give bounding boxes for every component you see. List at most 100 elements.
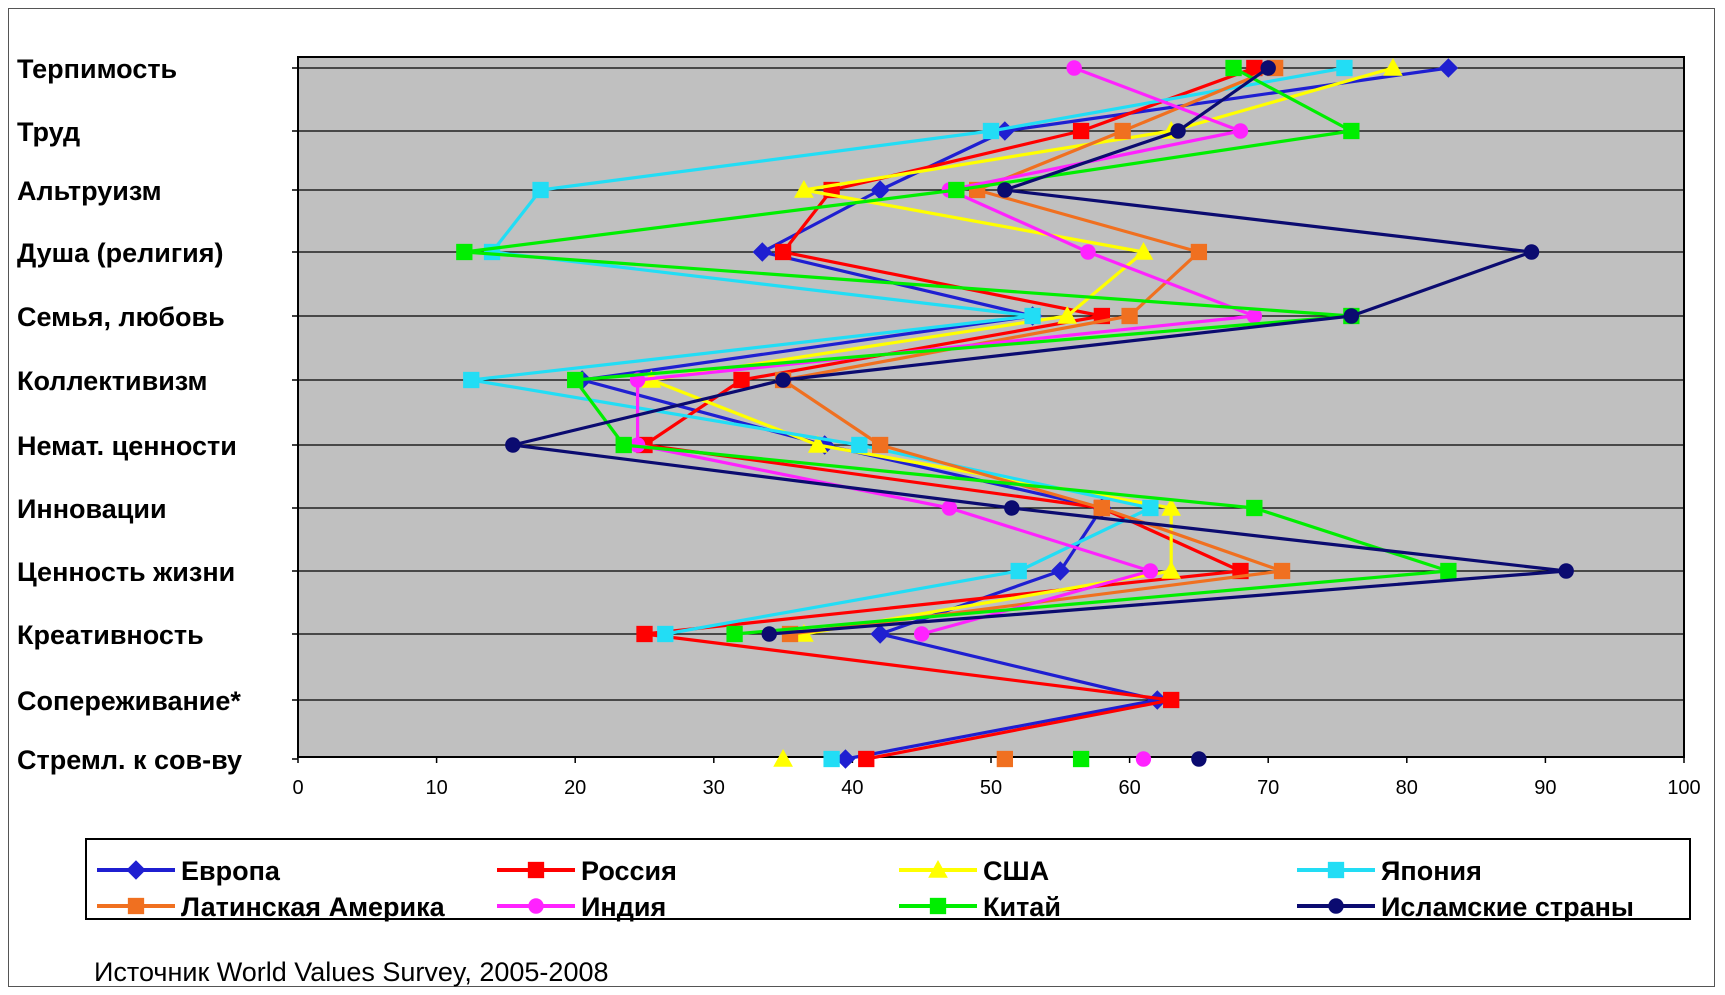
data-point [1440, 562, 1457, 580]
data-point [948, 181, 965, 199]
x-tick-label: 50 [980, 777, 1002, 799]
data-point [456, 243, 473, 261]
data-point [997, 182, 1013, 198]
data-point [823, 750, 840, 768]
data-point [941, 500, 958, 516]
series-line [462, 66, 1450, 636]
data-point [1438, 58, 1459, 78]
legend-label: Россия [581, 856, 677, 886]
x-tick-label: 10 [425, 777, 447, 799]
x-tick-label: 100 [1667, 777, 1700, 799]
category-label: Душа (религия) [17, 238, 223, 268]
data-point [870, 624, 890, 644]
legend-marker [929, 897, 947, 915]
legend-marker [127, 897, 145, 915]
category-label: Ценность жизни [17, 557, 235, 587]
series [463, 59, 1353, 768]
data-point [761, 626, 777, 642]
series-line [865, 698, 1172, 761]
data-point [1225, 59, 1242, 77]
data-point [1163, 691, 1180, 709]
data-point [1004, 500, 1020, 516]
legend-item: Латинская Америка [97, 892, 446, 922]
data-point [996, 750, 1014, 768]
data-point [463, 371, 480, 389]
legend-item: США [899, 856, 1049, 886]
data-point [532, 181, 549, 199]
data-point [1558, 563, 1574, 579]
data-point [1121, 307, 1138, 325]
category-label: Креативность [17, 620, 204, 650]
x-axis-ticks: 0 10 20 30 40 50 60 70 80 90 100 [292, 757, 1701, 799]
category-label: Труд [17, 117, 80, 147]
series-line [469, 66, 1345, 636]
x-tick-label: 40 [841, 777, 863, 799]
category-label: Альтруизм [17, 176, 162, 206]
data-point [851, 436, 868, 454]
data-point [636, 625, 653, 643]
data-point [752, 242, 773, 262]
data-point [1072, 122, 1090, 140]
legend-marker [527, 861, 545, 879]
x-tick-label: 30 [703, 777, 725, 799]
plot-area [297, 56, 1685, 758]
data-point [1135, 751, 1152, 767]
legend-label: Индия [581, 892, 666, 922]
legend-label: Япония [1381, 856, 1482, 886]
x-tick-label: 70 [1257, 777, 1279, 799]
data-point [1114, 122, 1131, 140]
data-point [1343, 122, 1360, 140]
data-point [1161, 497, 1182, 516]
category-label: Инновации [17, 494, 167, 524]
legend-marker [528, 898, 544, 914]
series [505, 60, 1574, 767]
data-point [1336, 59, 1353, 77]
category-label: Терпимость [17, 54, 177, 84]
data-point [1072, 750, 1090, 768]
legend-item: Китай [899, 892, 1061, 922]
data-point [858, 750, 875, 768]
data-point [1010, 562, 1027, 580]
data-point [794, 179, 814, 198]
x-tick-label: 0 [292, 777, 303, 799]
data-point [1343, 308, 1360, 324]
data-point [1093, 499, 1111, 517]
data-point [1024, 307, 1041, 325]
data-point [1133, 241, 1154, 260]
legend-item: Индия [497, 892, 666, 922]
x-tick-label: 80 [1396, 777, 1418, 799]
series-line [511, 66, 1568, 636]
data-point [1191, 751, 1207, 767]
legend-label: Латинская Америка [181, 892, 446, 922]
data-point [774, 243, 792, 261]
data-point [1523, 244, 1540, 260]
source-note: Источник World Values Survey, 2005-2008 [94, 957, 609, 987]
data-point [733, 371, 750, 389]
legend: Европа Россия США Япония Латинская Америка Ин… [97, 856, 1634, 922]
data-point [1057, 305, 1078, 324]
data-point [1260, 60, 1276, 76]
legend-marker [126, 860, 146, 880]
data-point [982, 122, 1000, 140]
category-label: Немат. ценности [17, 431, 237, 461]
chart: Терпимость Труд Альтруизм Душа (религия) Сем… [17, 54, 1701, 922]
data-point [1246, 499, 1263, 517]
data-point [914, 626, 930, 642]
series-line [649, 66, 1394, 636]
category-label: Коллективизм [17, 366, 208, 396]
data-point [1050, 561, 1071, 581]
x-tick-label: 90 [1534, 777, 1556, 799]
legend-marker [928, 859, 948, 878]
data-point [773, 748, 793, 767]
data-point [1142, 499, 1159, 517]
grid-lines [292, 67, 1684, 760]
data-point [1232, 123, 1249, 139]
data-point [1066, 60, 1082, 76]
data-point [567, 371, 584, 389]
legend-label: Исламские страны [1381, 892, 1634, 922]
data-point [1383, 57, 1403, 76]
data-point [657, 625, 674, 643]
data-point [726, 625, 743, 643]
legend-label: США [983, 856, 1049, 886]
legend-item: Исламские страны [1297, 892, 1634, 922]
